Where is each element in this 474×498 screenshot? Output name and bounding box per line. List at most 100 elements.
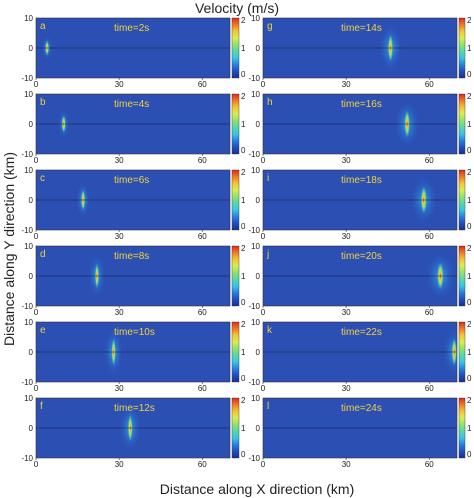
colorbar-tick-label: 2 [241, 168, 246, 177]
x-tick-label: 60 [198, 384, 207, 393]
y-tick-label: -10 [248, 302, 260, 311]
y-tick-label: 10 [24, 242, 33, 251]
colorbar-tick-label: 2 [241, 396, 246, 405]
y-axis-label: Distance along Y direction (km) [1, 152, 17, 346]
colorbar [458, 93, 466, 155]
colorbar-tick-label: 0 [241, 146, 246, 155]
y-tick-label: -10 [21, 150, 33, 159]
y-tick-label: 0 [256, 272, 261, 281]
panel-frame [262, 321, 458, 383]
x-tick-label: 0 [34, 80, 39, 89]
colorbar-tick-label: 0 [467, 70, 472, 79]
panel-frame [262, 17, 458, 79]
panel-frame [35, 397, 231, 459]
y-tick-label: -10 [248, 150, 260, 159]
colorbar-tick-label: 1 [467, 348, 472, 357]
x-tick-label: 0 [261, 308, 266, 317]
panel-letter: f [40, 401, 43, 412]
panel-frame [262, 93, 458, 155]
colorbar [231, 93, 240, 155]
y-tick-label: 0 [29, 348, 34, 357]
y-tick-label: 0 [256, 348, 261, 357]
colorbar-tick-label: 2 [467, 16, 472, 25]
y-tick-label: -10 [21, 226, 33, 235]
panel-time: time=18s [341, 175, 382, 186]
x-tick-label: 60 [425, 384, 434, 393]
panel-frame [262, 169, 458, 231]
y-tick-label: 10 [251, 318, 260, 327]
panel-letter: a [40, 21, 46, 32]
x-tick-label: 0 [34, 156, 39, 165]
panel-frame [262, 245, 458, 307]
x-tick-label: 0 [261, 156, 266, 165]
colorbar-tick-label: 1 [467, 196, 472, 205]
colorbar-tick-label: 0 [467, 450, 472, 459]
y-tick-label: 0 [29, 196, 34, 205]
panel-letter: l [267, 401, 269, 412]
panel-letter: k [267, 325, 273, 336]
colorbar-tick-label: 2 [467, 168, 472, 177]
colorbar-tick-label: 2 [241, 92, 246, 101]
panel-frame [35, 93, 231, 155]
panel-frame [35, 321, 231, 383]
x-tick-label: 30 [342, 80, 351, 89]
x-tick-label: 0 [261, 460, 266, 469]
colorbar-tick-label: 1 [241, 44, 246, 53]
panel-letter: b [40, 97, 46, 108]
colorbar-tick-label: 0 [467, 298, 472, 307]
y-tick-label: 10 [251, 166, 260, 175]
colorbar-tick-label: 2 [241, 320, 246, 329]
x-tick-label: 30 [342, 156, 351, 165]
x-tick-label: 60 [198, 80, 207, 89]
y-tick-label: -10 [248, 378, 260, 387]
panel-letter: c [40, 173, 45, 184]
colorbar [458, 245, 466, 307]
y-tick-label: 0 [29, 44, 34, 53]
panel-time: time=22s [341, 327, 382, 338]
x-tick-label: 30 [342, 232, 351, 241]
y-tick-label: -10 [21, 302, 33, 311]
colorbar-tick-label: 1 [467, 44, 472, 53]
colorbar-tick-label: 2 [467, 92, 472, 101]
panel-letter: j [266, 249, 269, 260]
x-tick-label: 60 [425, 156, 434, 165]
colorbar-tick-label: 0 [241, 450, 246, 459]
x-tick-label: 60 [198, 308, 207, 317]
y-tick-label: 0 [29, 272, 34, 281]
colorbar-tick-label: 0 [241, 222, 246, 231]
panel-time: time=24s [341, 403, 382, 414]
x-tick-label: 0 [34, 308, 39, 317]
colorbar [231, 245, 240, 307]
colorbar-tick-label: 1 [241, 424, 246, 433]
panel-frame [262, 397, 458, 459]
x-tick-label: 60 [198, 460, 207, 469]
x-tick-label: 30 [115, 384, 124, 393]
colorbar-tick-label: 0 [467, 374, 472, 383]
y-tick-label: 0 [256, 196, 261, 205]
colorbar [231, 169, 240, 231]
panel-time: time=10s [114, 327, 155, 338]
y-tick-label: 10 [251, 14, 260, 23]
colorbar-tick-label: 0 [467, 146, 472, 155]
y-tick-label: 10 [24, 166, 33, 175]
y-tick-label: 10 [24, 90, 33, 99]
x-axis-label: Distance along X direction (km) [160, 481, 355, 497]
colorbar-tick-label: 1 [241, 348, 246, 357]
x-tick-label: 0 [34, 232, 39, 241]
x-tick-label: 30 [115, 308, 124, 317]
colorbar-tick-label: 2 [467, 396, 472, 405]
x-tick-label: 30 [342, 384, 351, 393]
y-tick-label: 0 [256, 44, 261, 53]
x-tick-label: 60 [425, 232, 434, 241]
x-tick-label: 30 [115, 232, 124, 241]
colorbar-tick-label: 1 [467, 120, 472, 129]
